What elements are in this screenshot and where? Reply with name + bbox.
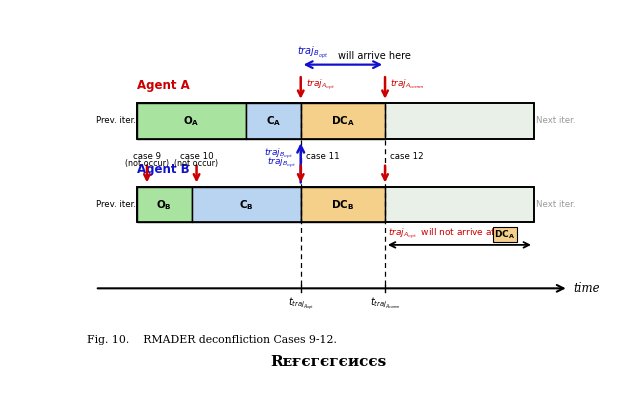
- Bar: [137, 103, 534, 139]
- Text: Fig. 10.    RMADER deconfliction Cases 9-12.: Fig. 10. RMADER deconfliction Cases 9-12…: [88, 335, 337, 345]
- Text: $\mathit{traj}_{\mathit{A}_{\mathit{comm}}}$: $\mathit{traj}_{\mathit{A}_{\mathit{comm…: [390, 77, 425, 91]
- Bar: [137, 103, 246, 139]
- Text: $\mathit{traj}_{\mathit{A}_{\mathit{opt}}}$  will not arrive after: $\mathit{traj}_{\mathit{A}_{\mathit{opt}…: [388, 227, 508, 241]
- Text: $\mathbf{O_A}$: $\mathbf{O_A}$: [183, 114, 200, 128]
- Text: $\mathbf{DC_B}$: $\mathbf{DC_B}$: [332, 198, 355, 212]
- Text: $\mathit{traj}_{\mathit{B}_{\mathit{opt}}}$: $\mathit{traj}_{\mathit{B}_{\mathit{opt}…: [297, 45, 328, 61]
- Bar: [137, 187, 534, 222]
- Bar: [191, 187, 301, 222]
- Text: Prev. iter.: Prev. iter.: [95, 117, 136, 125]
- Text: Next iter.: Next iter.: [536, 117, 576, 125]
- Text: case 9: case 9: [133, 152, 161, 161]
- Text: case 10: case 10: [180, 152, 213, 161]
- Bar: [137, 187, 534, 222]
- Text: $t_{\mathit{traj}_{\mathit{A}_{\mathit{opt}}}}$: $t_{\mathit{traj}_{\mathit{A}_{\mathit{o…: [287, 296, 314, 313]
- Bar: [137, 103, 534, 139]
- Text: Next iter.: Next iter.: [536, 200, 576, 209]
- Text: Prev. iter.: Prev. iter.: [95, 200, 136, 209]
- Text: $\mathbf{C_A}$: $\mathbf{C_A}$: [266, 114, 281, 128]
- Text: $\mathbf{O_B}$: $\mathbf{O_B}$: [156, 198, 172, 212]
- Text: (not occur): (not occur): [175, 159, 219, 168]
- Bar: [246, 103, 301, 139]
- Text: (not occur): (not occur): [125, 159, 169, 168]
- Text: $\mathit{traj}_{\mathit{A}_{\mathit{opt}}}$: $\mathit{traj}_{\mathit{A}_{\mathit{opt}…: [306, 77, 335, 92]
- Text: case 11: case 11: [306, 152, 339, 161]
- Text: $\mathit{traj}_{\mathit{B}_{\mathit{opt}}}$: $\mathit{traj}_{\mathit{B}_{\mathit{opt}…: [267, 155, 296, 170]
- Text: Agent B: Agent B: [137, 163, 189, 176]
- Text: Rᴇғєгєгєиcєs: Rᴇғєгєгєиcєs: [270, 355, 386, 370]
- Bar: [137, 187, 191, 222]
- Text: $\mathbf{DC_A}$: $\mathbf{DC_A}$: [331, 114, 355, 128]
- Text: will arrive here: will arrive here: [338, 51, 411, 61]
- Text: $\mathit{traj}_{\mathit{B}_{\mathit{opt}}}$: $\mathit{traj}_{\mathit{B}_{\mathit{opt}…: [264, 147, 293, 161]
- Bar: [301, 187, 385, 222]
- Text: time: time: [573, 282, 600, 295]
- Text: $t_{\mathit{traj}_{\mathit{A}_{\mathit{comm}}}}$: $t_{\mathit{traj}_{\mathit{A}_{\mathit{c…: [370, 296, 401, 311]
- Bar: [301, 103, 385, 139]
- Text: $\mathbf{C_B}$: $\mathbf{C_B}$: [239, 198, 253, 212]
- Text: Agent A: Agent A: [137, 79, 190, 92]
- Text: case 12: case 12: [390, 152, 424, 161]
- Text: $\mathbf{DC_A}$: $\mathbf{DC_A}$: [494, 229, 515, 241]
